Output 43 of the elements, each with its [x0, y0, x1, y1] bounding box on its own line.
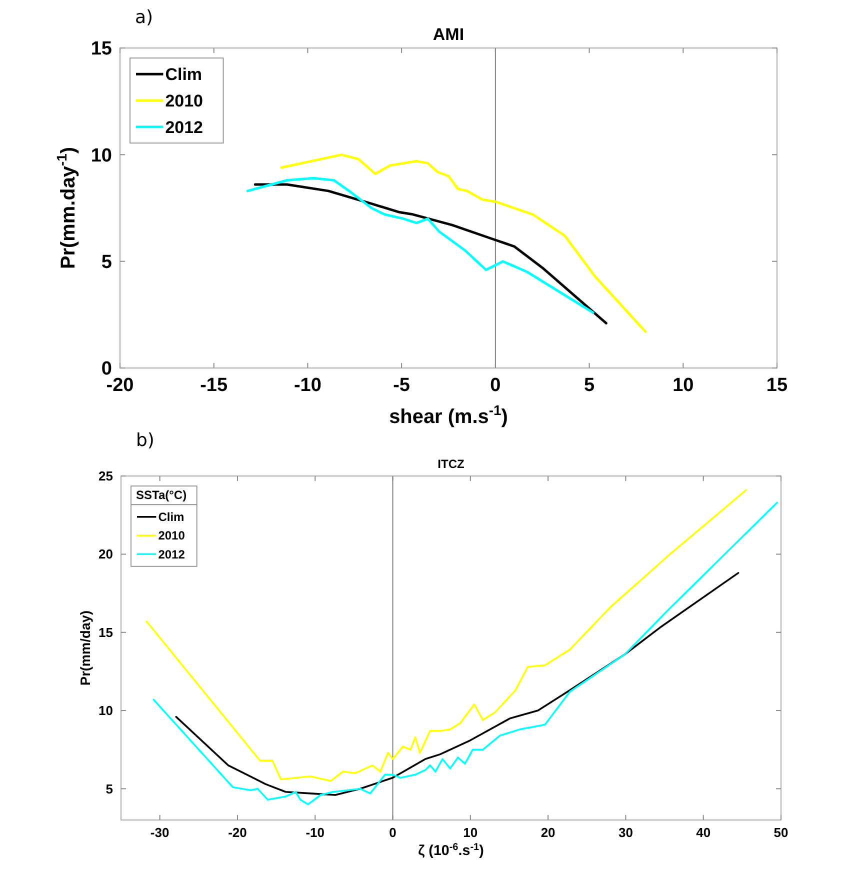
x-tick-label: 15 — [766, 375, 788, 396]
y-tick-label: 5 — [106, 781, 113, 796]
text: a) — [135, 7, 154, 28]
x-tick-label: -20 — [228, 825, 247, 840]
y-tick-label: 25 — [98, 468, 113, 484]
line-series — [254, 183, 608, 324]
x-axis-title: ζ (10$^{-6}$.s$^{-1}$) — [418, 842, 484, 860]
x-tick-label: 10 — [672, 375, 694, 396]
x-tick-label: -30 — [150, 825, 170, 840]
line-series — [246, 176, 594, 314]
x-tick-label: 50 — [774, 825, 788, 840]
x-tick-label: 30 — [618, 825, 633, 840]
chart-title: AMI — [432, 25, 464, 44]
x-tick-label: 40 — [696, 825, 711, 840]
legend-label: 2010 — [158, 528, 186, 543]
chart-title: ITCZ — [438, 457, 464, 471]
x-tick-label: 0 — [490, 375, 501, 396]
legend-label: 2012 — [165, 118, 204, 137]
x-tick-label: 5 — [584, 375, 595, 396]
y-tick-label: 20 — [98, 546, 113, 562]
text: b) — [136, 430, 154, 451]
y-tick-label: 5 — [101, 252, 112, 273]
x-axis-title: shear (m.s$^{-1}$) — [389, 402, 508, 428]
x-tick-label: -10 — [294, 375, 322, 396]
line-series — [175, 572, 740, 796]
x-tick-label: -5 — [393, 375, 410, 396]
y-tick-label: 10 — [90, 145, 112, 166]
x-tick-label: -15 — [200, 375, 228, 396]
x-tick-label: 20 — [540, 825, 556, 840]
legend-label: 2010 — [165, 91, 204, 110]
line-series — [152, 502, 778, 806]
x-tick-label: 10 — [463, 825, 478, 840]
y-axis-title: Pr(mm/day) — [78, 610, 93, 686]
legend-label: Clim — [165, 65, 202, 84]
y-tick-label: 15 — [90, 38, 112, 60]
legend-label: 2012 — [158, 547, 186, 562]
line-series — [280, 153, 647, 333]
y-tick-label: 15 — [98, 624, 113, 640]
x-tick-label: 0 — [389, 825, 396, 840]
y-tick-label: 10 — [98, 703, 113, 718]
x-tick-label: -10 — [306, 825, 325, 840]
legend-label: Clim — [158, 510, 184, 524]
legend-title: SSTa(°C) — [136, 488, 187, 502]
